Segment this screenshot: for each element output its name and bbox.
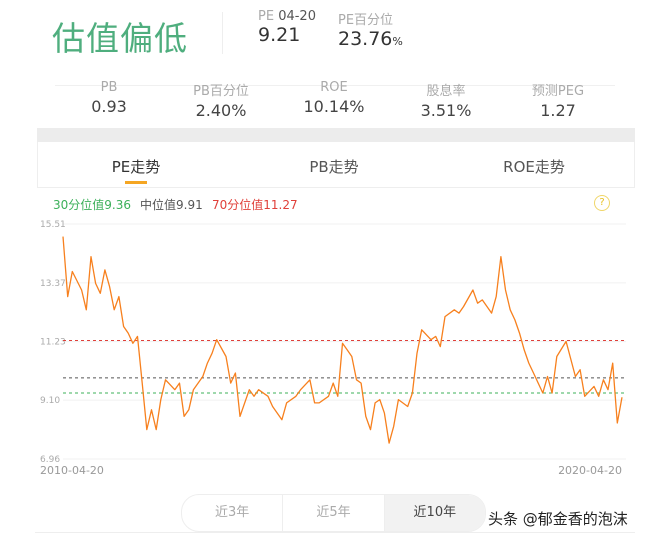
watermark: 头条 @郁金香的泡沫 <box>488 510 628 528</box>
pe-label: PE <box>258 9 275 24</box>
metric-roe: ROE 10.14% <box>279 80 389 116</box>
range-5y-button[interactable]: 近5年 <box>283 495 385 531</box>
metric-pb: PB 0.93 <box>54 80 164 116</box>
p70-value: 70分位值11.27 <box>212 198 298 212</box>
metric-pb-percentile: PB百分位 2.40% <box>166 80 276 120</box>
range-3y-button[interactable]: 近3年 <box>182 495 284 531</box>
range-selector: 近3年 近5年 近10年 <box>181 494 486 532</box>
tab-pb-trend[interactable]: PB走势 <box>309 158 359 176</box>
metric-label: 预测PEG <box>531 84 585 99</box>
metric-value: 10.14% <box>303 97 365 116</box>
metric-label: ROE <box>320 80 348 95</box>
percent-unit: % <box>392 35 403 48</box>
divider <box>55 85 615 86</box>
y-tick-label: 13.37 <box>40 279 66 289</box>
median-value: 中位值9.91 <box>140 198 203 212</box>
section-separator <box>37 128 635 142</box>
metric-label: 股息率 <box>426 84 466 99</box>
metric-value: 0.93 <box>91 97 127 116</box>
pe-percentile-value: 23.76 <box>338 28 393 50</box>
valuation-status: 估值偏低 <box>52 19 188 58</box>
pe-current: PE 04-20 9.21 <box>258 9 316 46</box>
divider <box>222 12 223 54</box>
pe-series-line <box>62 236 623 444</box>
metric-value: 2.40% <box>195 101 247 120</box>
divider <box>35 532 635 533</box>
pe-percentile-label: PE百分位 <box>338 13 394 28</box>
tab-pe-trend[interactable]: PE走势 <box>111 158 161 176</box>
trend-tabs: PE走势 PB走势 ROE走势 <box>37 142 635 188</box>
metric-value: 3.51% <box>420 101 472 120</box>
pe-percentile: PE百分位 23.76% <box>338 9 403 50</box>
active-tab-indicator <box>125 181 147 184</box>
pe-value: 9.21 <box>258 24 301 46</box>
y-tick-label: 11.23 <box>40 338 66 348</box>
y-tick-label: 9.10 <box>40 396 60 406</box>
metric-value: 1.27 <box>540 101 576 120</box>
x-label-end: 2020-04-20 <box>558 464 622 477</box>
help-icon[interactable]: ? <box>594 195 610 211</box>
y-tick-label: 6.96 <box>40 455 60 465</box>
range-10y-button[interactable]: 近10年 <box>384 495 485 531</box>
metric-peg: 预测PEG 1.27 <box>503 80 613 120</box>
metric-dividend-yield: 股息率 3.51% <box>391 80 501 120</box>
p30-value: 30分位值9.36 <box>53 198 131 212</box>
x-label-start: 2010-04-20 <box>40 464 104 477</box>
metric-label: PB百分位 <box>193 84 249 99</box>
metric-label: PB <box>100 80 118 95</box>
y-tick-label: 15.51 <box>40 220 66 230</box>
pe-chart: 15.51 13.37 11.23 9.10 6.96 2010-04-20 2020-… <box>40 220 626 477</box>
pe-date: 04-20 <box>278 9 316 24</box>
tab-roe-trend[interactable]: ROE走势 <box>503 158 565 176</box>
